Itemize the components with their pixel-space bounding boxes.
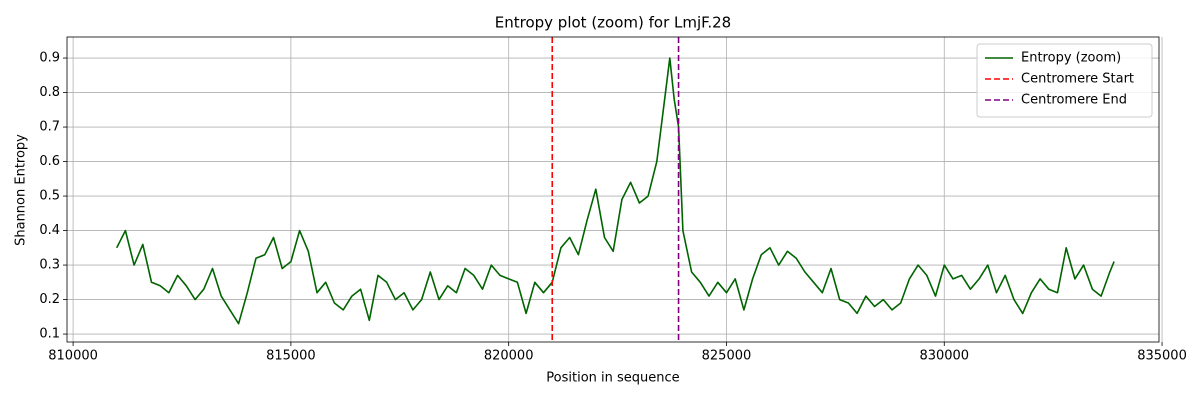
x-tick-label: 820000 — [484, 349, 534, 364]
x-tick-label: 835000 — [1137, 349, 1187, 364]
y-axis-label: Shannon Entropy — [14, 134, 29, 246]
legend-box — [976, 43, 1153, 118]
x-tick-label: 825000 — [702, 349, 752, 364]
y-tick-label: 0.3 — [39, 258, 60, 273]
x-tick-label: 810000 — [48, 349, 98, 364]
plot-frame — [66, 36, 1160, 343]
chart-title: Entropy plot (zoom) for LmjF.28 — [495, 14, 731, 32]
y-tick-label: 0.5 — [39, 189, 60, 204]
data-line — [115, 57, 1115, 325]
x-axis-label: Position in sequence — [546, 371, 679, 386]
y-tick-label: 0.6 — [39, 154, 60, 169]
y-tick-label: 0.9 — [39, 51, 60, 66]
y-tick-label: 0.4 — [39, 223, 60, 238]
y-tick-label: 0.7 — [39, 120, 60, 135]
x-tick-label: 815000 — [266, 349, 316, 364]
legend-label: Entropy (zoom) — [1021, 51, 1121, 66]
legend-label: Centromere End — [1021, 93, 1127, 108]
legend-label: Centromere Start — [1021, 72, 1134, 87]
y-tick-label: 0.2 — [39, 292, 60, 307]
y-tick-label: 0.8 — [39, 85, 60, 100]
x-tick-label: 830000 — [919, 349, 969, 364]
y-tick-label: 0.1 — [39, 327, 60, 342]
